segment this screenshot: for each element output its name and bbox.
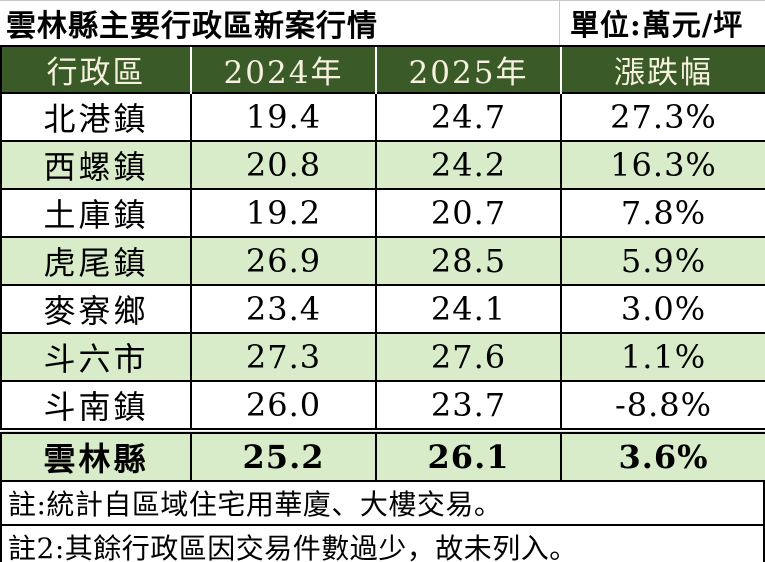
value-2024-cell: 26.9: [190, 236, 377, 286]
header-2025: 2025年: [375, 45, 561, 93]
value-2024-cell: 25.2: [190, 428, 377, 482]
footnote-2: 註2:其餘行政區因交易件數過少，故未列入。: [0, 526, 765, 562]
price-table: 行政區 2024年 2025年 漲跌幅 北港鎮 19.4 24.7 27.3% 西螺鎮 2…: [0, 45, 765, 482]
table-body: 北港鎮 19.4 24.7 27.3% 西螺鎮 20.8 24.2 16.3% 土庫鎮 19.2 2…: [0, 92, 765, 482]
footnotes: 註:統計自區域住宅用華廈、大樓交易。 註2:其餘行政區因交易件數過少，故未列入。…: [0, 482, 765, 562]
unit-label: 單位:萬元/坪: [570, 8, 744, 42]
value-2024-cell: 27.3: [190, 332, 377, 382]
value-2024-cell: 23.4: [190, 284, 377, 334]
change-cell: 3.6%: [560, 428, 765, 482]
district-cell: 麥寮鄉: [0, 284, 192, 334]
value-2025-cell: 28.5: [375, 236, 562, 286]
change-cell: 3.0%: [560, 284, 765, 334]
district-cell: 斗南鎮: [0, 380, 192, 432]
table-row-total: 雲林縣 25.2 26.1 3.6%: [0, 428, 765, 482]
value-2024-cell: 19.4: [190, 92, 377, 142]
value-2025-cell: 24.1: [375, 284, 562, 334]
district-cell: 虎尾鎮: [0, 236, 192, 286]
change-cell: 7.8%: [560, 188, 765, 238]
change-cell: -8.8%: [560, 380, 765, 432]
header-2024: 2024年: [190, 45, 376, 93]
change-cell: 27.3%: [560, 92, 765, 142]
table-row: 土庫鎮 19.2 20.7 7.8%: [0, 188, 765, 238]
district-cell: 西螺鎮: [0, 140, 192, 190]
value-2025-cell: 26.1: [375, 428, 562, 482]
table-row: 斗南鎮 26.0 23.7 -8.8%: [0, 380, 765, 432]
footnote-1: 註:統計自區域住宅用華廈、大樓交易。: [0, 482, 765, 526]
value-2025-cell: 24.7: [375, 92, 562, 142]
table-row: 北港鎮 19.4 24.7 27.3%: [0, 92, 765, 142]
table-row: 斗六市 27.3 27.6 1.1%: [0, 332, 765, 382]
value-2025-cell: 20.7: [375, 188, 562, 238]
title-bar: 雲林縣主要行政區新案行情 單位:萬元/坪: [0, 1, 765, 45]
header-row: 行政區 2024年 2025年 漲跌幅: [0, 45, 765, 93]
change-cell: 5.9%: [560, 236, 765, 286]
district-cell: 土庫鎮: [0, 188, 192, 238]
header-change: 漲跌幅: [560, 45, 765, 93]
value-2024-cell: 26.0: [190, 380, 377, 432]
district-cell: 北港鎮: [0, 92, 192, 142]
table-header: 行政區 2024年 2025年 漲跌幅: [0, 45, 765, 93]
value-2025-cell: 27.6: [375, 332, 562, 382]
change-cell: 1.1%: [560, 332, 765, 382]
value-2024-cell: 19.2: [190, 188, 377, 238]
value-2024-cell: 20.8: [190, 140, 377, 190]
value-2025-cell: 23.7: [375, 380, 562, 432]
table-row: 虎尾鎮 26.9 28.5 5.9%: [0, 236, 765, 286]
district-cell: 雲林縣: [0, 428, 192, 482]
table-row: 麥寮鄉 23.4 24.1 3.0%: [0, 284, 765, 334]
change-cell: 16.3%: [560, 140, 765, 190]
figure-title: 雲林縣主要行政區新案行情: [0, 1, 560, 45]
table-row: 西螺鎮 20.8 24.2 16.3%: [0, 140, 765, 190]
header-district: 行政區: [0, 45, 191, 93]
district-cell: 斗六市: [0, 332, 192, 382]
value-2025-cell: 24.2: [375, 140, 562, 190]
